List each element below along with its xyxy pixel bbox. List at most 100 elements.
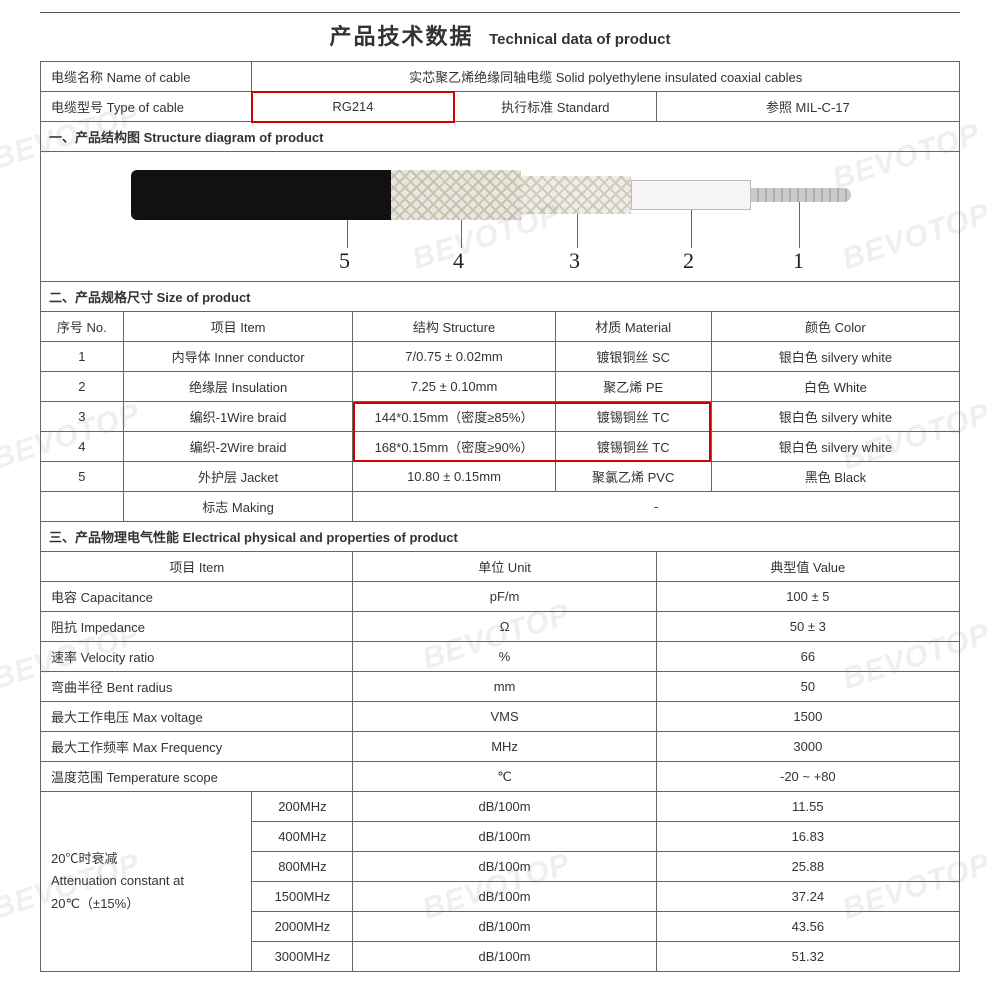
cell-mat: 镀锡铜丝 TC [555,432,711,462]
atten-unit: dB/100m [353,852,656,882]
col-item: 项目 Item [123,312,353,342]
diagram-braid2 [391,170,521,220]
datasheet-table: 电缆名称 Name of cable 实芯聚乙烯绝缘同轴电缆 Solid pol… [40,61,960,972]
cell-color: 银白色 silvery white [711,402,959,432]
page: 产品技术数据 Technical data of product 电缆名称 Na… [0,0,1000,972]
e-item: 阻抗 Impedance [41,612,353,642]
atten-freq: 1500MHz [252,882,353,912]
cell-mat: 聚氯乙烯 PVC [555,462,711,492]
cell-item: 编织-2Wire braid [123,432,353,462]
diagram-num-3: 3 [569,248,580,274]
cell-mat: 聚乙烯 PE [555,372,711,402]
cell-item: 内导体 Inner conductor [123,342,353,372]
col-e-unit: 单位 Unit [353,552,656,582]
atten-val: 37.24 [656,882,959,912]
atten-freq: 3000MHz [252,942,353,972]
col-e-value: 典型值 Value [656,552,959,582]
size-header-row: 序号 No. 项目 Item 结构 Structure 材质 Material … [41,312,960,342]
elec-row: 温度范围 Temperature scope℃-20 ~ +80 [41,762,960,792]
e-unit: Ω [353,612,656,642]
e-value: 3000 [656,732,959,762]
e-unit: ℃ [353,762,656,792]
cell-no: 2 [41,372,124,402]
e-item: 速率 Velocity ratio [41,642,353,672]
atten-row: 20℃时衰减Attenuation constant at20℃（±15%）20… [41,792,960,822]
size-row: 3编织-1Wire braid144*0.15mm（密度≥85%）镀锡铜丝 TC… [41,402,960,432]
elec-row: 弯曲半径 Bent radiusmm50 [41,672,960,702]
row-type: 电缆型号 Type of cable RG214 执行标准 Standard 参… [41,92,960,122]
size-row: 5外护层 Jacket10.80 ± 0.15mm聚氯乙烯 PVC黑色 Blac… [41,462,960,492]
elec-row: 电容 CapacitancepF/m100 ± 5 [41,582,960,612]
atten-unit: dB/100m [353,792,656,822]
section1-title: 一、产品结构图 Structure diagram of product [41,122,960,152]
e-item: 温度范围 Temperature scope [41,762,353,792]
cell-mat: 镀银铜丝 SC [555,342,711,372]
atten-val: 25.88 [656,852,959,882]
lead-2 [691,210,692,248]
e-value: 1500 [656,702,959,732]
col-color: 颜色 Color [711,312,959,342]
diagram-braid1 [521,176,631,214]
atten-val: 16.83 [656,822,959,852]
lead-3 [577,214,578,248]
title-cn: 产品技术数据 [329,24,473,49]
cell-item: 外护层 Jacket [123,462,353,492]
type-value: RG214 [252,92,454,122]
name-label: 电缆名称 Name of cable [41,62,252,92]
cell-struct: 7/0.75 ± 0.02mm [353,342,555,372]
cell-item: 标志 Making [123,492,353,522]
cell-struct: 168*0.15mm（密度≥90%） [353,432,555,462]
structure-diagram: 5 4 3 2 1 [41,152,960,282]
atten-val: 43.56 [656,912,959,942]
atten-val: 51.32 [656,942,959,972]
cell-no: 4 [41,432,124,462]
e-value: -20 ~ +80 [656,762,959,792]
diagram-num-5: 5 [339,248,350,274]
diagram-num-4: 4 [453,248,464,274]
cell-color: 黑色 Black [711,462,959,492]
cell-color: 白色 White [711,372,959,402]
diagram-insulation [631,180,751,210]
name-value: 实芯聚乙烯绝缘同轴电缆 Solid polyethylene insulated… [252,62,960,92]
std-value: 参照 MIL-C-17 [656,92,959,122]
e-value: 50 [656,672,959,702]
cell-struct: 10.80 ± 0.15mm [353,462,555,492]
lead-1 [799,202,800,248]
col-no: 序号 No. [41,312,124,342]
e-unit: MHz [353,732,656,762]
section3-title: 三、产品物理电气性能 Electrical physical and prope… [41,522,960,552]
e-item: 最大工作频率 Max Frequency [41,732,353,762]
size-row: 1内导体 Inner conductor7/0.75 ± 0.02mm镀银铜丝 … [41,342,960,372]
cell-mat: 镀锡铜丝 TC [555,402,711,432]
cell-struct: 144*0.15mm（密度≥85%） [353,402,555,432]
atten-label: 20℃时衰减Attenuation constant at20℃（±15%） [41,792,252,972]
atten-freq: 400MHz [252,822,353,852]
page-title: 产品技术数据 Technical data of product [40,12,960,61]
cell-no [41,492,124,522]
std-label: 执行标准 Standard [454,92,656,122]
atten-unit: dB/100m [353,822,656,852]
atten-freq: 800MHz [252,852,353,882]
cell-no: 3 [41,402,124,432]
title-en: Technical data of product [489,31,670,48]
cell-item: 绝缘层 Insulation [123,372,353,402]
diagram-jacket [131,170,391,220]
atten-unit: dB/100m [353,942,656,972]
e-item: 弯曲半径 Bent radius [41,672,353,702]
cell-color: 银白色 silvery white [711,432,959,462]
col-struct: 结构 Structure [353,312,555,342]
e-unit: pF/m [353,582,656,612]
row-name: 电缆名称 Name of cable 实芯聚乙烯绝缘同轴电缆 Solid pol… [41,62,960,92]
e-item: 最大工作电压 Max voltage [41,702,353,732]
elec-header-row: 项目 Item 单位 Unit 典型值 Value [41,552,960,582]
e-value: 50 ± 3 [656,612,959,642]
cell-no: 1 [41,342,124,372]
cell-no: 5 [41,462,124,492]
atten-unit: dB/100m [353,882,656,912]
diagram-num-1: 1 [793,248,804,274]
e-unit: mm [353,672,656,702]
atten-freq: 2000MHz [252,912,353,942]
diagram-core [751,188,851,202]
col-mat: 材质 Material [555,312,711,342]
cell-item: 编织-1Wire braid [123,402,353,432]
